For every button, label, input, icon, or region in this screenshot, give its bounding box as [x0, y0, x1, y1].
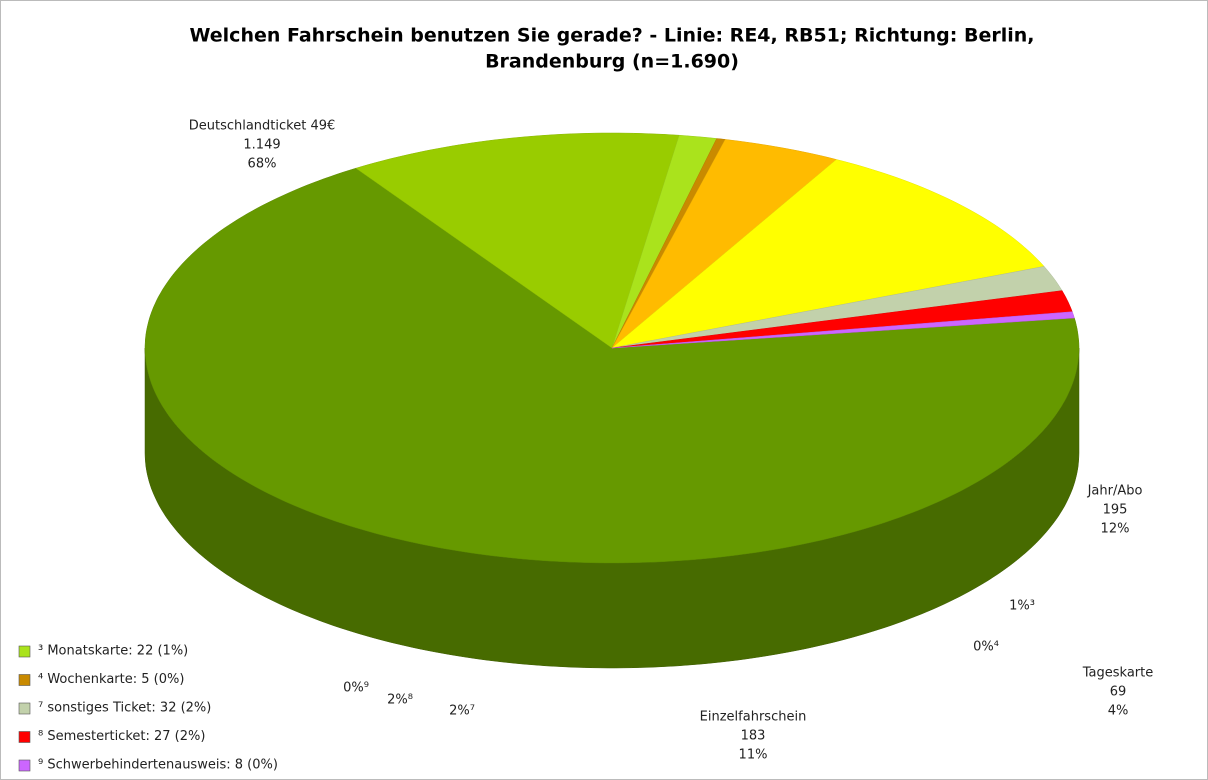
data-label: Einzelfahrschein	[700, 710, 807, 725]
pie-tops	[144, 132, 1080, 564]
legend-entry: ⁴ Wochenkarte: 5 (0%)	[38, 672, 184, 687]
data-label: 1%³	[1009, 599, 1035, 614]
legend-swatch	[18, 702, 31, 715]
legend-swatch	[18, 645, 31, 658]
slice	[611, 159, 1045, 349]
slice	[611, 311, 1075, 349]
slice	[144, 167, 1080, 564]
data-label: 0%⁹	[343, 681, 369, 696]
slice	[355, 132, 680, 349]
data-label: 11%	[739, 748, 768, 763]
legend-entry: ³ Monatskarte: 22 (1%)	[38, 644, 188, 659]
legend-entry: ⁸ Semesterticket: 27 (2%)	[38, 729, 205, 744]
slice	[611, 266, 1063, 349]
legend-swatch	[18, 731, 31, 743]
data-label: 183	[741, 729, 766, 744]
data-label: Jahr/Abo	[1087, 484, 1143, 499]
chart-title: Welchen Fahrschein benutzen Sie gerade? …	[190, 25, 1035, 47]
data-label: 69	[1110, 685, 1127, 700]
data-label: 0%⁴	[973, 640, 999, 655]
legend-swatch	[18, 674, 31, 686]
chart-title: Brandenburg (n=1.690)	[485, 51, 739, 73]
legend-swatch	[18, 759, 31, 772]
data-label: 68%	[248, 157, 277, 172]
data-label: 2%⁷	[449, 704, 475, 719]
data-label: 1.149	[243, 138, 280, 153]
data-label: 195	[1103, 503, 1128, 518]
data-label: Deutschlandticket 49€	[189, 119, 336, 134]
data-label: Tageskarte	[1082, 666, 1153, 681]
slice	[611, 134, 718, 349]
slice	[611, 139, 837, 349]
legend-entry: ⁷ sonstiges Ticket: 32 (2%)	[38, 701, 211, 716]
data-label: 2%⁸	[387, 693, 413, 708]
data-label: 4%	[1108, 704, 1129, 719]
legend-entry: ⁹ Schwerbehindertenausweis: 8 (0%)	[38, 758, 278, 773]
slice	[611, 290, 1073, 349]
data-label: 12%	[1101, 522, 1130, 537]
